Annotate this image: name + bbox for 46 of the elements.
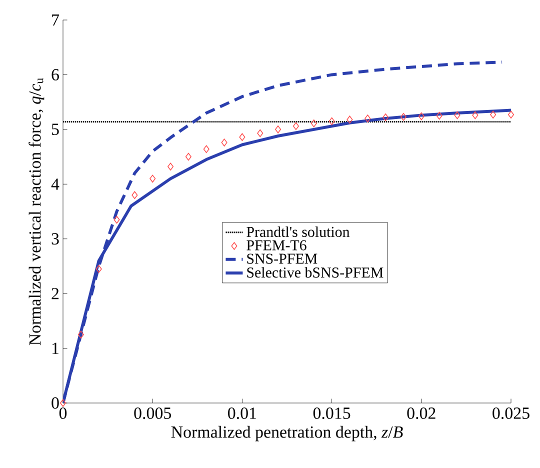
point bbox=[490, 110, 496, 119]
x-tick-label: 0.025 bbox=[492, 408, 530, 420]
x-tick-label: 0.01 bbox=[228, 408, 256, 420]
x-axis-title: Normalized penetration depth, z/B bbox=[171, 426, 403, 442]
y-tick-label: 6 bbox=[52, 69, 59, 80]
point bbox=[364, 114, 371, 122]
y-tick-label: 5 bbox=[52, 124, 59, 136]
x-tick-label: 0.015 bbox=[313, 408, 350, 420]
x-tick-label: 0 bbox=[59, 408, 67, 419]
point bbox=[400, 112, 406, 121]
y-tick-label: 1 bbox=[52, 342, 58, 354]
point bbox=[132, 191, 138, 199]
point bbox=[203, 145, 210, 154]
point bbox=[436, 112, 442, 120]
point bbox=[257, 129, 264, 138]
point bbox=[328, 117, 335, 126]
point bbox=[418, 112, 424, 120]
y-tick-label: 7 bbox=[52, 14, 59, 26]
point bbox=[96, 265, 102, 273]
point bbox=[60, 399, 66, 407]
legend-label: Selective bSNS-PFEM bbox=[247, 267, 384, 278]
point bbox=[508, 110, 514, 119]
point bbox=[310, 120, 317, 128]
point bbox=[150, 174, 156, 183]
point bbox=[275, 126, 282, 134]
point bbox=[472, 111, 478, 120]
point bbox=[292, 122, 299, 130]
point bbox=[185, 152, 192, 161]
point bbox=[454, 111, 460, 120]
point bbox=[239, 133, 246, 141]
legend-label: SNS-PFEM bbox=[247, 254, 318, 264]
y-tick-label: 4 bbox=[51, 178, 60, 190]
point bbox=[346, 116, 353, 124]
y-tick-label: 0 bbox=[52, 397, 59, 409]
y-tick-label: 3 bbox=[52, 233, 59, 245]
point bbox=[382, 114, 389, 122]
point bbox=[221, 138, 228, 146]
x-tick-label: 0.02 bbox=[407, 408, 436, 420]
legend-label: Prandtl's solution bbox=[246, 226, 350, 237]
x-tick-label: 0.005 bbox=[134, 408, 171, 420]
point bbox=[114, 216, 120, 224]
point bbox=[168, 162, 174, 171]
y-tick-label: 2 bbox=[52, 288, 59, 300]
point bbox=[78, 330, 84, 338]
legend-label: PFEM-T6 bbox=[246, 240, 306, 250]
y-axis-title: Normalized vertical reaction force, q/c$_{u}$ bbox=[28, 78, 44, 346]
